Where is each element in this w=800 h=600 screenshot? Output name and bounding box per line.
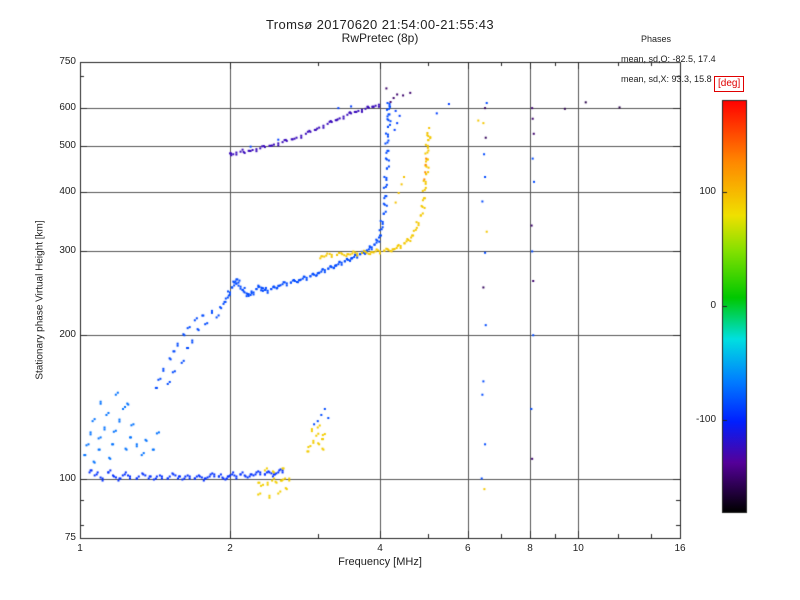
x-tick-label: 2 (227, 543, 233, 554)
colorbar-tick-label: -100 (695, 414, 716, 426)
phase-statistics: Phases mean, sd,O: -82.5, 17.4 mean, sd,… (611, 14, 716, 94)
y-tick-label: 500 (59, 139, 76, 151)
x-tick-label: 8 (527, 543, 533, 554)
x-tick-label: 4 (377, 543, 383, 554)
y-tick-label: 100 (59, 472, 76, 484)
colorbar-unit-label: [deg] (714, 76, 745, 92)
y-tick-label: 400 (59, 185, 76, 197)
phase-stats-heading: Phases (641, 34, 672, 44)
y-tick-label: 75 (64, 532, 76, 543)
x-tick-label: 16 (674, 543, 686, 554)
x-tick-label: 1 (77, 543, 83, 554)
plot-title: Tromsø 20170620 21:54:00-21:55:43 (265, 17, 495, 32)
phase-stats-o-mode: mean, sd,O: -82.5, 17.4 (621, 54, 716, 64)
colorbar-tick-label: 0 (710, 300, 716, 311)
phase-stats-x-mode: mean, sd,X: 93.3, 15.8 (621, 74, 712, 84)
y-tick-label: 750 (59, 56, 76, 67)
x-axis-label: Frequency [MHz] (338, 556, 422, 568)
x-tick-label: 6 (464, 543, 471, 554)
y-tick-label: 300 (59, 245, 76, 257)
y-tick-label: 200 (59, 329, 76, 341)
x-tick-label: 10 (572, 543, 584, 554)
y-tick-label: 600 (59, 102, 76, 114)
y-axis-label: Stationary phase Virtual Height [km] (34, 220, 46, 380)
colorbar-tick-label: 100 (699, 185, 716, 197)
plot-subtitle: RwPretec (8p) (341, 31, 419, 45)
